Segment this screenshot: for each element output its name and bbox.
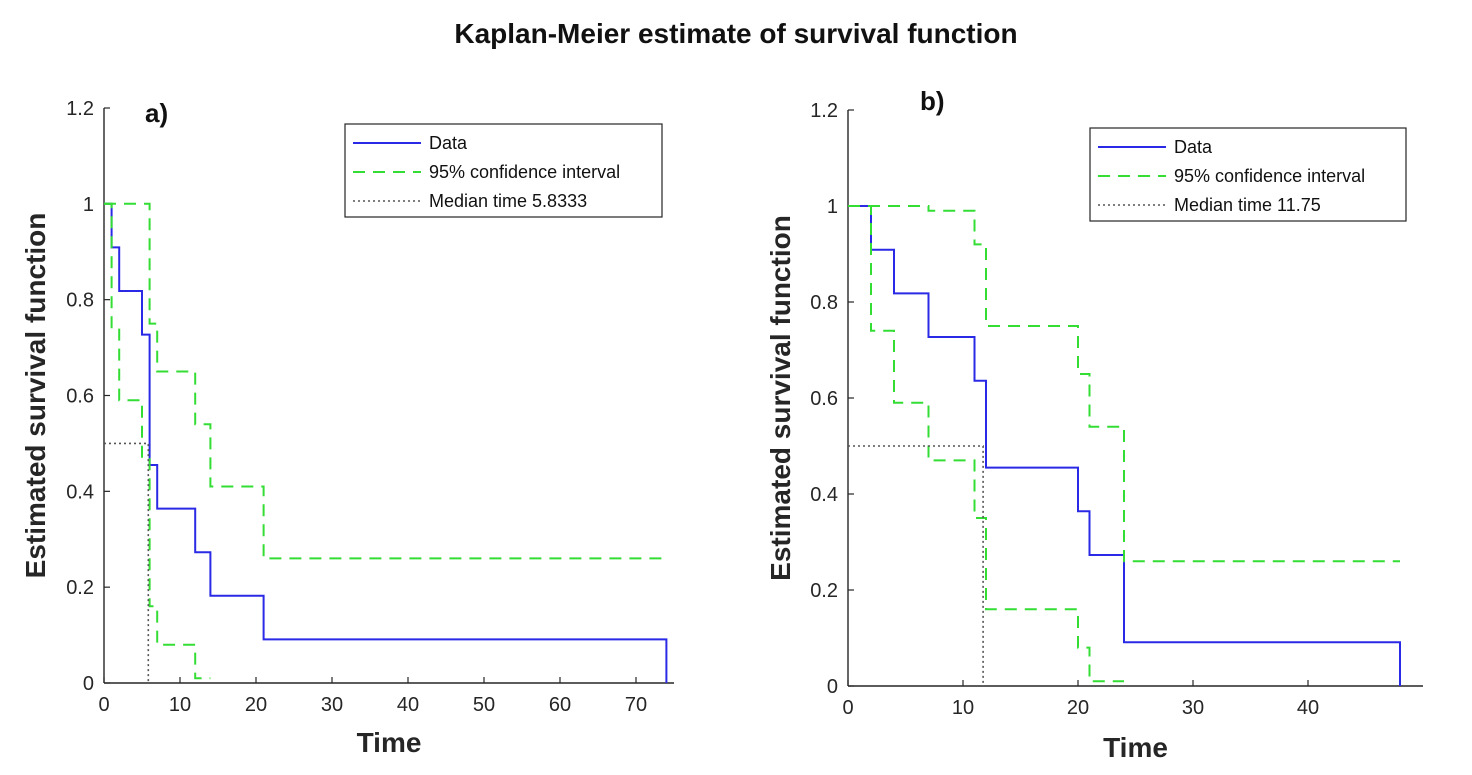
x-tick-label: 60 (549, 694, 571, 716)
x-tick-label: 10 (169, 694, 191, 716)
legend: Data 95% confidence interval Median time 5… (344, 123, 663, 218)
y-tick-label: 1 (827, 196, 838, 218)
legend-label: 95% confidence interval (1174, 166, 1365, 186)
legend-label: Data (429, 133, 468, 153)
y-tick-label: 0.6 (810, 388, 838, 410)
legend-label: 95% confidence interval (429, 162, 620, 182)
x-tick-label: 10 (952, 697, 974, 719)
legend-label: Median time 5.8333 (429, 191, 587, 211)
x-tick-label: 40 (1297, 697, 1319, 719)
y-tick-label: 0.4 (66, 481, 94, 503)
legend-box (344, 123, 663, 218)
x-tick-label: 70 (625, 694, 647, 716)
y-tick-label: 0.2 (810, 580, 838, 602)
panel-label: a) (145, 98, 168, 128)
y-tick-label: 1.2 (810, 100, 838, 122)
figure-title: Kaplan-Meier estimate of survival functi… (454, 18, 1018, 49)
x-axis-label: Time (1103, 732, 1168, 763)
y-tick-label: 0.4 (810, 484, 838, 506)
x-tick-label: 30 (321, 694, 343, 716)
series-95-confidence-interval-lower (848, 205, 1124, 683)
series-95-confidence-interval (848, 205, 1400, 563)
km-plot-a: 0 0.2 0.4 0.6 0.8 1 1.2 0 10 20 30 40 50 60 70 Time Esti… (20, 98, 674, 758)
series-data (104, 202, 668, 683)
x-tick-label: 0 (98, 694, 109, 716)
y-tick-label: 0 (83, 673, 94, 695)
x-axis-label: Time (357, 727, 422, 758)
legend-box (1089, 127, 1407, 222)
x-tick-label: 20 (1067, 697, 1089, 719)
y-tick-label: 0.6 (66, 386, 94, 408)
series-95-confidence-interval-lower (104, 202, 211, 680)
series-median-time-11-75 (848, 445, 984, 686)
y-tick-label: 0 (827, 676, 838, 698)
x-tick-label: 0 (842, 697, 853, 719)
legend: Data 95% confidence interval Median time 1… (1089, 127, 1407, 222)
y-tick-label: 0.8 (66, 290, 94, 312)
series-data (848, 205, 1401, 686)
x-tick-label: 40 (397, 694, 419, 716)
series-95-confidence-interval (104, 202, 667, 560)
x-tick-label: 30 (1182, 697, 1204, 719)
panel-label: b) (920, 86, 945, 116)
x-tick-label: 20 (245, 694, 267, 716)
y-axis-label: Estimated survival function (20, 213, 51, 579)
y-tick-label: 1 (83, 194, 94, 216)
y-tick-label: 1.2 (66, 98, 94, 120)
y-tick-label: 0.8 (810, 292, 838, 314)
legend-label: Data (1174, 137, 1213, 157)
y-axis-label: Estimated survival function (765, 215, 796, 581)
y-tick-label: 0.2 (66, 577, 94, 599)
x-tick-label: 50 (473, 694, 495, 716)
legend-label: Median time 11.75 (1174, 195, 1321, 215)
